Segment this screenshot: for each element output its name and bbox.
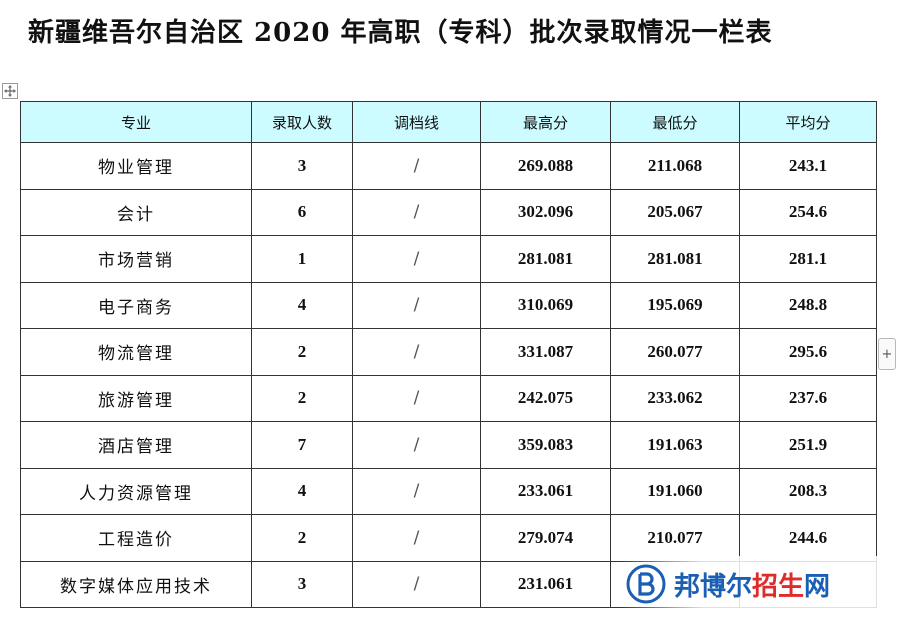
watermark-text: 邦博尔招生网 [674,566,830,603]
watermark: 邦博尔招生网 [620,556,900,612]
b-logo-icon [626,564,666,604]
cutoff-cell: / [352,560,481,608]
admitted-cell: 3 [251,142,353,190]
cutoff-cell: / [352,188,481,236]
major-cell: 旅游管理 [20,374,252,422]
watermark-text-blue: 邦博尔 [674,571,753,602]
cutoff-cell: / [352,514,481,562]
column-header: 平均分 [739,101,877,143]
table-row: 市场营销 1/281.081 281.081 281.1 [20,235,877,283]
table-row: 物流管理 2/331.087 260.077 295.6 [20,328,877,376]
major-cell: 市场营销 [20,235,252,283]
admitted-cell: 7 [251,421,353,469]
avg-score-cell: 281.1 [739,235,877,283]
table-row: 旅游管理 2/242.075 233.062 237.6 [20,374,877,422]
avg-score-cell: 251.9 [739,421,877,469]
cutoff-cell: / [352,421,481,469]
max-score-cell: 302.096 [480,188,611,236]
table-row: 电子商务 4/310.069 195.069 248.8 [20,281,877,329]
major-cell: 电子商务 [20,281,252,329]
max-score-cell: 281.081 [480,235,611,283]
max-score-cell: 279.074 [480,514,611,562]
major-cell: 物业管理 [20,142,252,190]
major-cell: 工程造价 [20,514,252,562]
table-move-handle[interactable] [2,83,18,99]
major-cell: 数字媒体应用技术 [20,560,252,608]
cutoff-cell: / [352,142,481,190]
avg-score-cell: 243.1 [739,142,877,190]
max-score-cell: 331.087 [480,328,611,376]
cutoff-cell: / [352,374,481,422]
min-score-cell: 211.068 [610,142,740,190]
avg-score-cell: 254.6 [739,188,877,236]
admission-table: 专业 录取人数 调档线 最高分 最低分 平均分 物业管理 3/269.088 211.068 2… [20,101,877,608]
column-header: 调档线 [352,101,481,143]
add-column-button[interactable]: + [878,338,896,370]
max-score-cell: 269.088 [480,142,611,190]
admitted-cell: 1 [251,235,353,283]
column-header: 专业 [20,101,252,143]
page-title: 新疆维吾尔自治区 2020 年高职（专科）批次录取情况一栏表 [28,18,773,48]
cutoff-cell: / [352,235,481,283]
column-header: 最高分 [480,101,611,143]
major-cell: 会计 [20,188,252,236]
cutoff-cell: / [352,281,481,329]
admitted-cell: 4 [251,281,353,329]
min-score-cell: 191.063 [610,421,740,469]
admitted-cell: 6 [251,188,353,236]
min-score-cell: 191.060 [610,467,740,515]
min-score-cell: 281.081 [610,235,740,283]
major-cell: 酒店管理 [20,421,252,469]
admitted-cell: 3 [251,560,353,608]
major-cell: 物流管理 [20,328,252,376]
major-cell: 人力资源管理 [20,467,252,515]
min-score-cell: 210.077 [610,514,740,562]
min-score-cell: 233.062 [610,374,740,422]
column-header: 最低分 [610,101,740,143]
max-score-cell: 231.061 [480,560,611,608]
table-row: 酒店管理 7/359.083 191.063 251.9 [20,421,877,469]
avg-score-cell: 248.8 [739,281,877,329]
admitted-cell: 4 [251,467,353,515]
cutoff-cell: / [352,467,481,515]
table-row: 物业管理 3/269.088 211.068 243.1 [20,142,877,190]
column-header: 录取人数 [251,101,353,143]
max-score-cell: 242.075 [480,374,611,422]
avg-score-cell: 208.3 [739,467,877,515]
move-arrows-icon [4,85,16,97]
min-score-cell: 260.077 [610,328,740,376]
watermark-text-red: 招生 [752,571,805,602]
watermark-text-blue-2: 网 [804,571,831,602]
max-score-cell: 233.061 [480,467,611,515]
max-score-cell: 310.069 [480,281,611,329]
cutoff-cell: / [352,328,481,376]
admitted-cell: 2 [251,374,353,422]
admitted-cell: 2 [251,328,353,376]
avg-score-cell: 295.6 [739,328,877,376]
table-row: 人力资源管理 4/233.061 191.060 208.3 [20,467,877,515]
table-row: 会计 6/302.096 205.067 254.6 [20,188,877,236]
avg-score-cell: 244.6 [739,514,877,562]
admitted-cell: 2 [251,514,353,562]
table-header-row: 专业 录取人数 调档线 最高分 最低分 平均分 [20,101,877,143]
min-score-cell: 205.067 [610,188,740,236]
min-score-cell: 195.069 [610,281,740,329]
table-row: 工程造价 2/279.074 210.077 244.6 [20,514,877,562]
avg-score-cell: 237.6 [739,374,877,422]
max-score-cell: 359.083 [480,421,611,469]
